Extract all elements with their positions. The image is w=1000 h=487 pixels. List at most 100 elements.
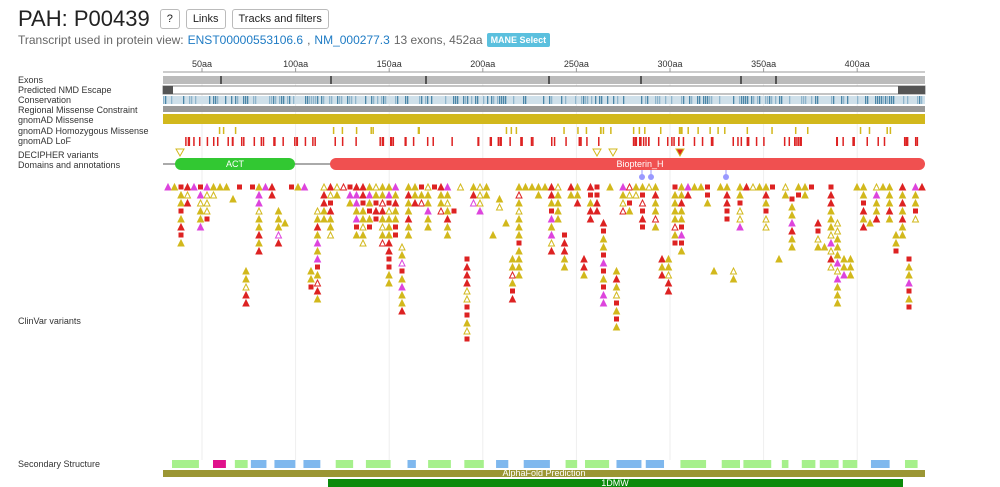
clinvar-triangle: [398, 290, 406, 299]
structure-segment: [234, 460, 248, 468]
lof-tick: [499, 137, 502, 146]
conservation-bar: [339, 96, 341, 104]
clinvar-triangle: [690, 182, 699, 191]
lof-tick: [451, 137, 453, 146]
structure-segment: [680, 460, 707, 468]
clinvar-triangle: [463, 262, 471, 271]
lof-tick: [866, 137, 868, 146]
clinvar-triangle: [554, 182, 562, 191]
clinvar-triangle: [788, 234, 796, 243]
clinvar-triangle: [619, 198, 627, 207]
lof-tick: [632, 137, 635, 146]
help-button[interactable]: ?: [159, 9, 180, 29]
clinvar-triangle: [378, 222, 387, 231]
homozygous-tick: [563, 127, 565, 134]
lof-tick: [798, 137, 800, 146]
clinvar-triangle: [196, 190, 205, 199]
clinvar-square: [367, 224, 372, 230]
clinvar-triangle: [872, 214, 881, 223]
axis-label: 50aa: [192, 59, 212, 69]
clinvar-triangle: [729, 266, 738, 275]
conservation-bar: [657, 96, 659, 104]
clinvar-triangle: [794, 182, 803, 191]
conservation-bar: [385, 96, 387, 104]
links-button[interactable]: Links: [185, 9, 226, 29]
clinvar-square: [770, 184, 775, 190]
homozygous-tick: [717, 127, 719, 134]
conservation-bar: [279, 96, 281, 104]
clinvar-triangle: [801, 182, 809, 191]
conservation-bar: [583, 96, 585, 104]
homozygous-tick: [794, 127, 797, 134]
clinvar-triangle: [515, 262, 523, 271]
tracks-button[interactable]: Tracks and filters: [231, 9, 329, 29]
conservation-bar: [769, 96, 771, 104]
clinvar-square: [562, 232, 567, 238]
lof-tick: [530, 137, 533, 146]
clinvar-triangle: [255, 206, 263, 215]
lof-tick: [586, 137, 588, 146]
clinvar-triangle: [723, 190, 731, 199]
clinvar-triangle: [762, 214, 770, 223]
decipher-variant: [608, 148, 618, 158]
clinvar-triangle: [671, 222, 679, 231]
clinvar-triangle: [398, 242, 406, 251]
clinvar-triangle: [599, 298, 608, 307]
clinvar-triangle: [723, 198, 731, 207]
lof-tick: [678, 137, 680, 146]
clinvar-triangle: [664, 286, 673, 295]
lof-tick: [788, 137, 791, 146]
lof-tick: [392, 137, 395, 146]
transcript-link[interactable]: ENST00000553106.6: [187, 33, 304, 47]
clinvar-triangle: [528, 182, 536, 191]
homozygous-tick: [610, 127, 612, 134]
track-label: gnomAD Homozygous Missense: [18, 126, 149, 136]
conservation-bar: [817, 96, 819, 104]
alphafold-label: AlphaFold Prediction: [502, 468, 585, 478]
conservation-bar: [757, 96, 759, 104]
clinvar-square: [594, 184, 600, 190]
conservation-bar: [655, 96, 657, 104]
clinvar-triangle: [781, 182, 790, 191]
clinvar-triangle: [833, 234, 842, 243]
conservation-bar: [467, 96, 469, 104]
clinvar-triangle: [320, 182, 328, 191]
mane-badge: MANE Select: [486, 33, 551, 47]
structure-segment: [496, 460, 509, 468]
structure-segment: [274, 460, 296, 468]
clinvar-square: [796, 192, 801, 198]
clinvar-triangle: [898, 222, 907, 231]
clinvar-triangle: [788, 242, 796, 251]
conservation-bar: [465, 96, 467, 104]
conservation-bar: [659, 96, 661, 104]
clinvar-triangle: [859, 222, 868, 231]
conservation-bar: [647, 96, 649, 104]
clinvar-triangle: [671, 206, 679, 215]
clinvar-triangle: [827, 222, 835, 231]
clinvar-triangle: [801, 190, 809, 199]
conservation-bar: [591, 96, 593, 104]
clinvar-triangle: [222, 182, 231, 191]
conservation-bar: [741, 96, 743, 104]
clinvar-triangle: [586, 214, 595, 223]
lof-tick: [732, 137, 735, 146]
lof-tick: [671, 137, 673, 146]
clinvar-triangle: [359, 190, 367, 199]
clinvar-triangle: [833, 258, 842, 267]
conservation-bar: [779, 96, 781, 104]
conservation-bar: [281, 96, 283, 104]
lof-tick: [852, 137, 854, 146]
conservation-bar: [475, 96, 477, 104]
domain-act: [175, 158, 295, 170]
clinvar-triangle: [593, 206, 601, 215]
clinvar-triangle: [391, 190, 400, 199]
clinvar-triangle: [762, 222, 770, 231]
clinvar-triangle: [385, 238, 393, 247]
conservation-bar: [781, 96, 783, 104]
clinvar-triangle: [326, 206, 335, 215]
lof-tick: [253, 137, 256, 146]
conservation-bar: [317, 96, 319, 104]
transcript-link[interactable]: NM_000277.3: [314, 33, 390, 47]
clinvar-triangle: [677, 206, 686, 215]
lof-tick: [645, 137, 647, 146]
